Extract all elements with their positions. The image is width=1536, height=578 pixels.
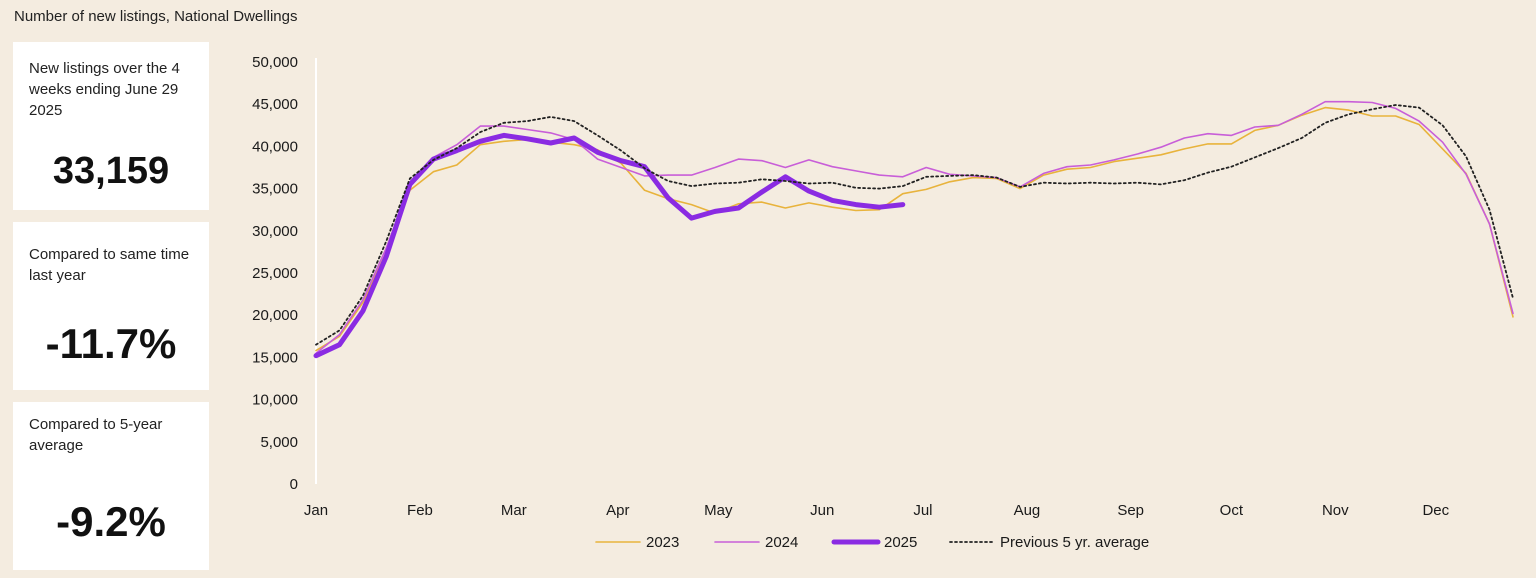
x-tick-label: Oct <box>1220 502 1244 519</box>
stat-label: New listings over the 4 weeks ending Jun… <box>29 60 180 119</box>
stat-value: -9.2% <box>56 498 166 545</box>
series-line-2023 <box>315 106 1514 352</box>
legend-label: 2023 <box>646 534 679 551</box>
x-tick-label: Jan <box>304 502 328 519</box>
y-tick-label: 5,000 <box>260 434 298 451</box>
stat-card-vs-last-year: Compared to same time last year -11.7% <box>13 222 209 390</box>
y-tick-label: 15,000 <box>252 349 298 366</box>
y-tick-label: 45,000 <box>252 96 298 113</box>
x-tick-label: Nov <box>1322 502 1349 519</box>
legend: 2023 2024 2025 Previous 5 yr. average <box>595 534 1149 551</box>
legend-label: 2024 <box>765 534 798 551</box>
y-tick-label: 25,000 <box>252 265 298 282</box>
x-tick-label: Sep <box>1117 502 1144 519</box>
x-tick-label: Aug <box>1014 502 1041 519</box>
x-tick-label: May <box>704 502 733 519</box>
x-tick-label: Dec <box>1422 502 1449 519</box>
y-tick-label: 0 <box>290 476 298 493</box>
y-tick-label: 20,000 <box>252 307 298 324</box>
y-axis: 0 5,000 10,000 15,000 20,000 25,000 30,000 35,0… <box>252 54 317 493</box>
x-axis: Jan Feb Mar Apr May Jun Jul Aug Sep Oct Nov Dec <box>304 502 1450 519</box>
series-line-2024 <box>315 100 1514 355</box>
page-title: Number of new listings, National Dwellin… <box>14 8 298 25</box>
legend-label: Previous 5 yr. average <box>1000 534 1149 551</box>
stat-label: Compared to 5-year average <box>29 416 163 454</box>
x-tick-label: Jul <box>913 502 932 519</box>
y-tick-label: 40,000 <box>252 138 298 155</box>
y-tick-label: 50,000 <box>252 54 298 71</box>
y-tick-label: 35,000 <box>252 181 298 198</box>
series-line-previous-5-yr-average <box>315 104 1514 346</box>
x-tick-label: Apr <box>606 502 629 519</box>
stat-card-new-listings: New listings over the 4 weeks ending Jun… <box>13 42 209 210</box>
y-tick-label: 30,000 <box>252 223 298 240</box>
x-tick-label: Mar <box>501 502 527 519</box>
series-layer <box>313 100 1514 359</box>
legend-label: 2025 <box>884 534 917 551</box>
x-tick-label: Jun <box>810 502 834 519</box>
y-tick-label: 10,000 <box>252 392 298 409</box>
x-tick-label: Feb <box>407 502 433 519</box>
series-line-2025 <box>313 132 906 359</box>
stat-label: Compared to same time last year <box>29 246 190 284</box>
stat-card-vs-5yr-average: Compared to 5-year average -9.2% <box>13 402 209 570</box>
stat-value: -11.7% <box>45 320 177 367</box>
stat-value: 33,159 <box>52 150 170 192</box>
